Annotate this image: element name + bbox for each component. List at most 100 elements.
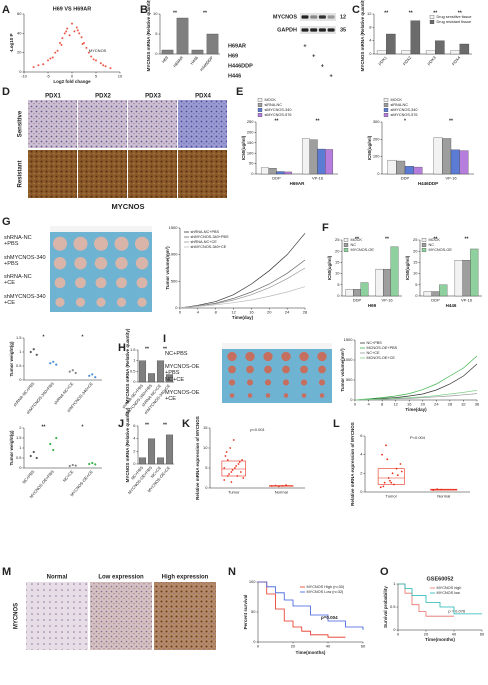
- point: [381, 453, 383, 456]
- legend-swatch: [343, 238, 349, 242]
- annotation: *: [404, 118, 406, 124]
- point: [29, 350, 32, 354]
- tumor: [116, 277, 127, 289]
- column-label: PDX3: [145, 94, 161, 100]
- tumor: [93, 236, 109, 251]
- y-tick-label: 10: [413, 271, 418, 276]
- y-tick-label: 20: [413, 248, 418, 253]
- point: [73, 30, 76, 33]
- axis-label: IC50(ug/ml): [367, 135, 372, 160]
- x-tick-label: Normal: [275, 490, 288, 495]
- legend-label: MOCK: [429, 238, 441, 242]
- y-tick-label: 1: [19, 445, 22, 450]
- line-series: [354, 390, 478, 401]
- y-tick-label: 4: [360, 452, 363, 457]
- bar: [387, 159, 397, 175]
- x-tick-label: 8: [381, 402, 384, 407]
- tumor: [264, 379, 272, 386]
- tumor: [317, 351, 327, 362]
- point: [75, 26, 78, 29]
- x-tick-label: -5: [46, 74, 50, 79]
- y-tick-label: 5: [155, 31, 158, 36]
- y-tick-label: 1.5: [16, 435, 22, 440]
- panel-letter: J: [118, 418, 124, 430]
- row-label: H446: [228, 73, 241, 79]
- y-tick-label: 5: [337, 282, 340, 287]
- ihc-image: [128, 150, 177, 198]
- axis-label: H69: [368, 303, 377, 308]
- point: [49, 362, 52, 365]
- annotation: p=0.004: [321, 615, 338, 620]
- annotation: **: [449, 118, 453, 124]
- point: [228, 473, 230, 475]
- legend-label: siRNA-NC: [391, 103, 409, 107]
- tumor: [300, 365, 308, 374]
- point: [68, 370, 71, 373]
- annotation: **: [384, 10, 388, 16]
- tumor: [283, 393, 289, 398]
- point: [236, 475, 239, 477]
- x-tick-label: NC+PBS: [21, 469, 35, 485]
- panel-letter: K: [182, 418, 190, 430]
- y-tick-label: 0: [19, 377, 22, 382]
- axis-label: MYCNOS mRNA (Relative quantity): [125, 328, 130, 403]
- column-label: High expression: [162, 575, 209, 581]
- point: [94, 376, 97, 379]
- point: [226, 459, 229, 461]
- column-label: Low expression: [98, 575, 144, 581]
- x-tick-label: DDP: [353, 298, 362, 303]
- x-tick-label: 16: [249, 310, 254, 315]
- tumor: [73, 236, 88, 251]
- x-tick-label: 5: [95, 74, 98, 79]
- legend-swatch: [343, 243, 349, 247]
- y-tick-label: 10: [153, 11, 158, 16]
- tumor: [246, 379, 254, 386]
- point: [232, 439, 235, 441]
- tumor: [282, 365, 290, 374]
- point: [225, 451, 228, 453]
- axis-label: Time(day): [405, 407, 427, 412]
- point: [382, 485, 385, 488]
- row-label: MYCNOS-OE +PBS: [165, 364, 200, 377]
- point: [35, 353, 38, 356]
- point: [56, 49, 59, 52]
- tumor: [263, 351, 273, 362]
- axis-label: IC50(ug/ml): [327, 255, 332, 280]
- point: [60, 43, 63, 46]
- x-tick-label: 0: [179, 310, 182, 315]
- y-tick-label: 50: [249, 161, 254, 166]
- bar: [375, 268, 384, 297]
- y-tick-label: 2: [19, 425, 22, 430]
- x-tick-label: H446DDP: [199, 55, 215, 72]
- bar: [268, 168, 277, 175]
- y-tick-label: 0: [350, 397, 353, 402]
- y-tick-label: 1000: [344, 357, 354, 362]
- point: [76, 29, 79, 32]
- x-tick-label: 8: [215, 310, 218, 315]
- blot-strip: [300, 26, 336, 34]
- point: [66, 27, 69, 30]
- x-tick-label: H69AR: [172, 55, 184, 68]
- y-tick-label: 0: [19, 69, 22, 74]
- annotation: **: [355, 236, 359, 242]
- tumor: [75, 277, 86, 289]
- legend-swatch: [421, 243, 427, 247]
- point: [99, 62, 102, 65]
- axis-label: IC50(ug/ml): [241, 135, 246, 160]
- point: [52, 360, 55, 363]
- y-tick-label: 100: [247, 150, 254, 155]
- point: [385, 444, 387, 447]
- bar: [454, 260, 463, 297]
- row-label: Sensitive: [18, 110, 24, 137]
- point: [230, 481, 233, 483]
- y-tick-label: 0: [175, 305, 178, 310]
- x-tick-label: 24: [434, 402, 439, 407]
- annotation: **: [409, 10, 413, 16]
- point: [234, 467, 236, 469]
- bar: [345, 289, 354, 297]
- legend-swatch: [429, 15, 435, 19]
- x-tick-label: VP-16: [312, 176, 324, 181]
- tumor: [136, 277, 148, 289]
- tumor: [52, 236, 68, 251]
- legend-label: siMYCNOS-340: [391, 108, 418, 112]
